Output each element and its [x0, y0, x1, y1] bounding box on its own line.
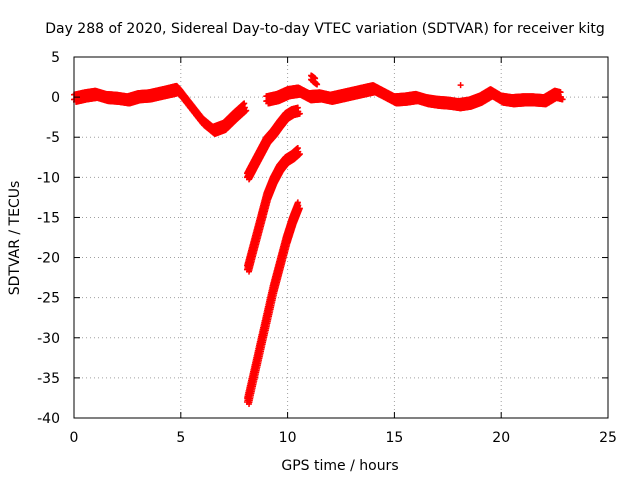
chart-title: Day 288 of 2020, Sidereal Day-to-day VTE…: [45, 21, 605, 37]
data-point: [295, 108, 302, 115]
series-baseline: [71, 82, 566, 138]
x-axis-label: GPS time / hours: [281, 458, 398, 474]
x-tick-label: 20: [492, 430, 510, 446]
series-arc-c: [244, 199, 303, 407]
y-tick-label: -30: [37, 331, 60, 347]
y-tick-label: -5: [46, 130, 60, 146]
x-tick-label: 10: [279, 430, 297, 446]
data-point: [558, 94, 565, 101]
x-tick-label: 25: [599, 430, 617, 446]
data-point: [243, 107, 250, 114]
series-arc-b: [244, 145, 303, 275]
data-point: [457, 82, 464, 89]
plot-frame: [73, 56, 609, 419]
x-tick-label: 5: [176, 430, 185, 446]
y-tick-label: -15: [37, 210, 60, 226]
data-points: [71, 72, 566, 407]
y-tick-label: 5: [51, 50, 60, 66]
y-tick-label: -25: [37, 291, 60, 307]
x-tick-label: 0: [70, 430, 79, 446]
series-arc-a: [244, 104, 303, 183]
y-tick-label: -10: [37, 170, 60, 186]
data-point: [241, 104, 248, 111]
y-tick-label: -20: [37, 251, 60, 267]
y-tick-label: -35: [37, 371, 60, 387]
data-point: [296, 205, 303, 212]
y-axis-label: SDTVAR / TECUs: [7, 181, 23, 296]
y-tick-label: -40: [37, 411, 60, 427]
series-isolated: [308, 72, 464, 89]
axis-ticks: 0 5 10 15 20 25 5 0 -5 -10 -15 -20 -25 -30 -35 -40: [37, 50, 617, 446]
data-point: [312, 79, 319, 86]
y-tick-label: 0: [51, 90, 60, 106]
x-tick-label: 15: [385, 430, 403, 446]
data-point: [295, 148, 302, 155]
data-point: [295, 202, 302, 209]
